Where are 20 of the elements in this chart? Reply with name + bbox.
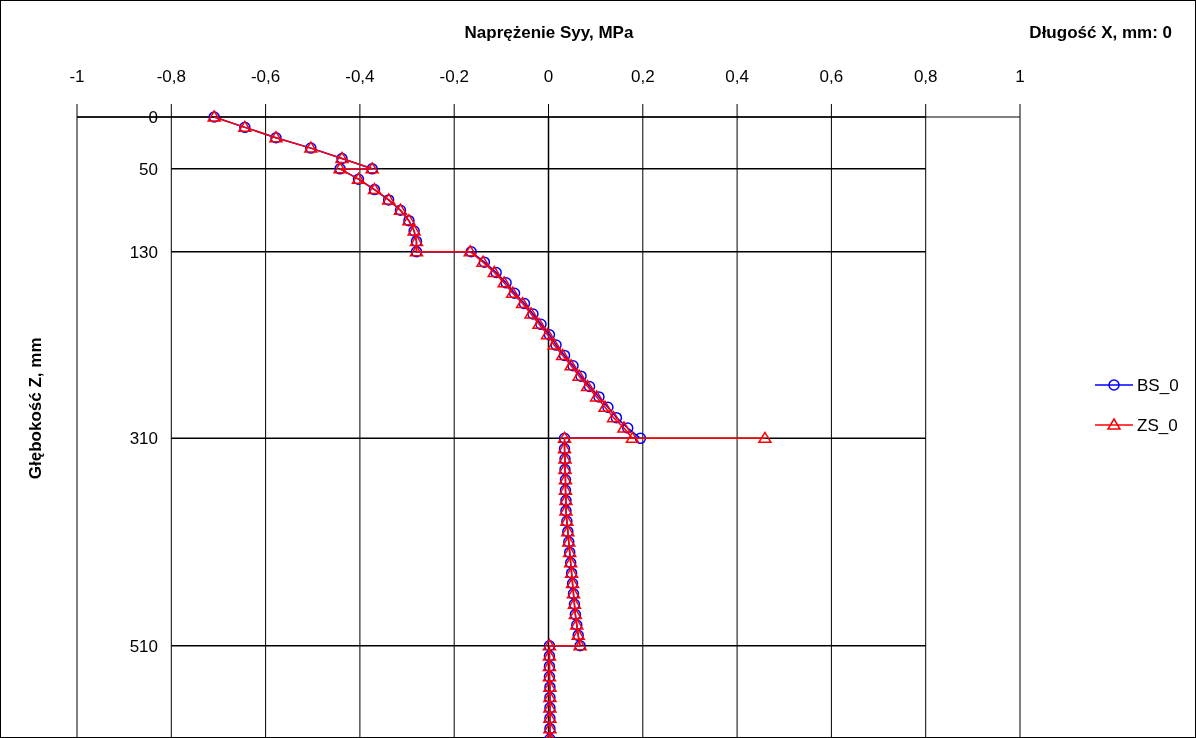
- x-tick-label: -0,2: [439, 67, 469, 86]
- y-axis-title: Głębokość Z, mm: [26, 337, 45, 480]
- legend-label: BS_0: [1137, 376, 1179, 395]
- x-tick-label: 0,4: [725, 67, 749, 86]
- x-tick-label: 0,8: [913, 67, 938, 86]
- x-tick-label: -0,4: [345, 67, 375, 86]
- x-tick-label: 0,2: [630, 67, 655, 86]
- x-tick-label: -1: [69, 67, 85, 86]
- y-tick-label: 510: [129, 636, 158, 656]
- x-tick-label: 0: [543, 67, 554, 86]
- x-tick-label: 1: [1015, 67, 1025, 86]
- x-tick-label: -0,8: [156, 67, 186, 86]
- y-tick-label: 310: [129, 429, 158, 449]
- x-axis-title: Naprężenie Syy, MPa: [464, 23, 634, 42]
- y-tick-label: 50: [139, 159, 158, 179]
- legend-label: ZS_0: [1137, 416, 1178, 435]
- y-tick-label: 130: [129, 242, 158, 262]
- text: Długość X, mm: 0: [1029, 23, 1172, 42]
- x-tick-label: 0,6: [819, 67, 844, 86]
- x-tick-label: -0,6: [250, 67, 281, 86]
